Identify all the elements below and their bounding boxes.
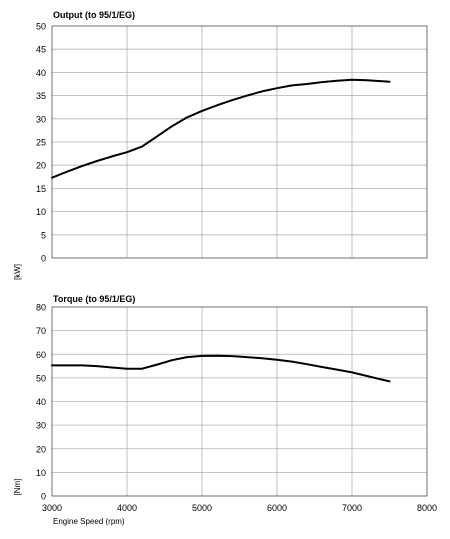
torque-x-tick-3000: 3000 (42, 503, 62, 513)
output-y-tick-40: 40 (36, 68, 46, 78)
output-chart-title: Output (to 95/1/EG) (53, 10, 135, 20)
torque-y-tick-70: 70 (36, 326, 46, 336)
output-y-tick-45: 45 (36, 45, 46, 55)
output-y-tick-50: 50 (36, 22, 46, 32)
torque-x-tick-6000: 6000 (267, 503, 287, 513)
output-plot-frame (51, 25, 428, 259)
torque-x-tick-8000: 8000 (417, 503, 437, 513)
output-y-tick-5: 5 (41, 230, 46, 240)
torque-y-tick-10: 10 (36, 468, 46, 478)
output-y-tick-35: 35 (36, 91, 46, 101)
torque-y-tick-60: 60 (36, 350, 46, 360)
torque-x-tick-5000: 5000 (192, 503, 212, 513)
output-y-tick-30: 30 (36, 114, 46, 124)
torque-y-tick-0: 0 (41, 492, 46, 502)
torque-series-line-0 (51, 354, 391, 383)
torque-y-tick-30: 30 (36, 421, 46, 431)
output-y-tick-20: 20 (36, 161, 46, 171)
x-axis-label: Engine Speed (rpm) (53, 517, 125, 526)
output-series-line-0 (51, 78, 391, 179)
torque-y-tick-20: 20 (36, 444, 46, 454)
output-y-tick-10: 10 (36, 207, 46, 217)
torque-y-tick-50: 50 (36, 373, 46, 383)
output-y-tick-0: 0 (41, 254, 46, 264)
torque-chart-title: Torque (to 95/1/EG) (53, 294, 135, 304)
torque-y-axis-label: [Nm] (13, 479, 22, 496)
torque-x-tick-7000: 7000 (342, 503, 362, 513)
torque-y-tick-80: 80 (36, 303, 46, 313)
output-y-tick-15: 15 (36, 184, 46, 194)
torque-x-tick-4000: 4000 (117, 503, 137, 513)
torque-y-tick-40: 40 (36, 397, 46, 407)
output-y-axis-label: [kW] (13, 264, 22, 280)
output-y-tick-25: 25 (36, 138, 46, 148)
torque-plot-frame (51, 306, 428, 497)
